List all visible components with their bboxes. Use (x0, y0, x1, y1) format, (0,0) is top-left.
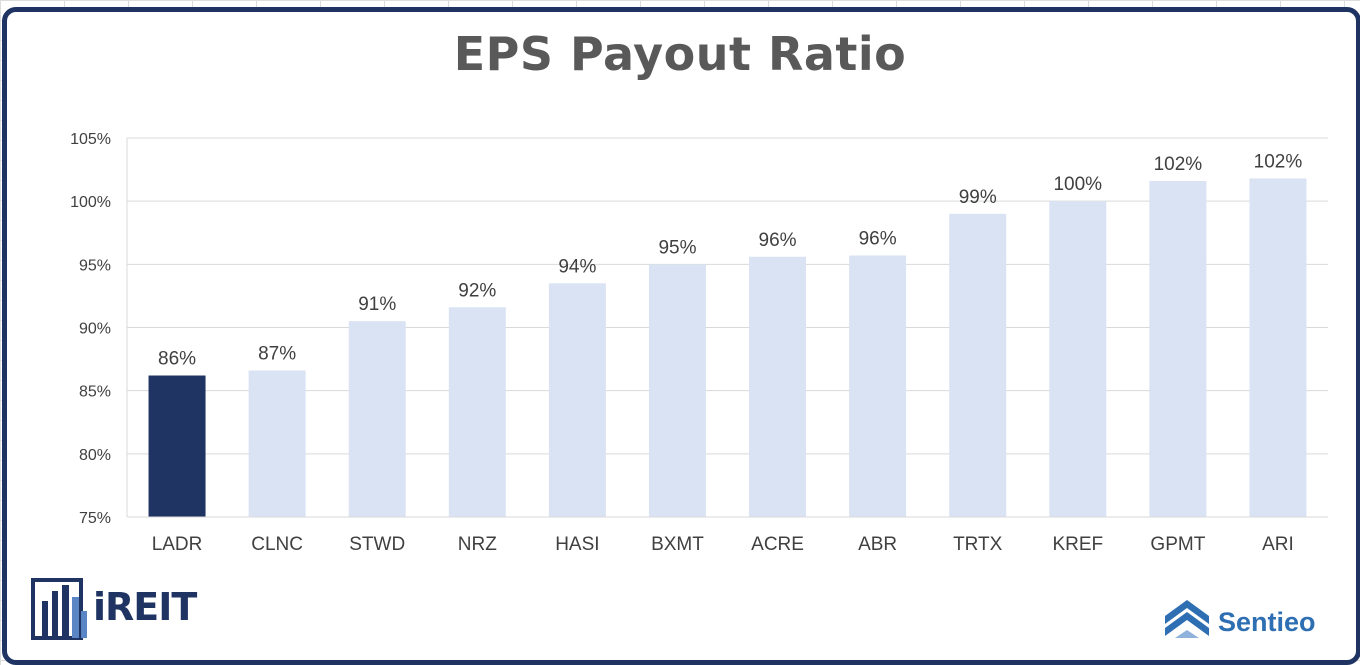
data-label: 102% (1254, 151, 1303, 172)
y-tick-label: 75% (79, 510, 111, 527)
bar (648, 264, 706, 517)
data-label: 95% (658, 237, 696, 258)
y-tick-label: 80% (79, 447, 111, 464)
ireit-logo-text: iREIT (93, 585, 197, 629)
y-tick-label: 105% (70, 131, 111, 148)
building-icon (31, 578, 87, 640)
bar (949, 213, 1007, 518)
x-tick-label: BXMT (651, 534, 704, 555)
x-tick-label: ABR (858, 534, 897, 555)
bar (1149, 180, 1207, 517)
x-tick-label: NRZ (458, 534, 497, 555)
bar (148, 375, 206, 517)
x-tick-label: KREF (1052, 534, 1103, 555)
bar (1249, 178, 1307, 517)
x-tick-label: GPMT (1150, 534, 1205, 555)
y-tick-label: 100% (70, 194, 111, 211)
bar (1049, 201, 1107, 517)
y-tick-label: 85% (79, 384, 111, 401)
data-label: 96% (759, 230, 797, 251)
x-tick-label: LADR (152, 534, 203, 555)
data-label: 86% (158, 349, 196, 370)
data-label: 102% (1154, 154, 1203, 175)
x-tick-label: HASI (555, 534, 599, 555)
bar (348, 321, 406, 517)
x-tick-label: ACRE (751, 534, 804, 555)
bar (849, 255, 907, 518)
data-label: 87% (258, 343, 296, 364)
data-label: 92% (458, 280, 496, 301)
data-label: 99% (959, 187, 997, 208)
bar (548, 283, 606, 517)
y-tick-label: 90% (79, 321, 111, 338)
data-label: 96% (859, 228, 897, 249)
data-label: 94% (558, 256, 596, 277)
bar (448, 307, 506, 517)
x-tick-label: STWD (349, 534, 405, 555)
x-tick-label: ARI (1262, 534, 1294, 555)
ireit-logo: iREIT (30, 577, 197, 648)
x-tick-label: CLNC (251, 534, 303, 555)
data-label: 100% (1053, 174, 1102, 195)
y-tick-label: 95% (79, 257, 111, 274)
sentieo-logo-text: Sentieo (1218, 607, 1316, 637)
sentieo-chevron-icon (1165, 600, 1209, 638)
chart-title: EPS Payout Ratio (453, 27, 907, 81)
bar (248, 370, 306, 517)
x-tick-label: TRTX (953, 534, 1003, 555)
sentieo-logo: Sentieo (1165, 598, 1316, 647)
bar (749, 256, 807, 517)
data-label: 91% (358, 294, 396, 315)
